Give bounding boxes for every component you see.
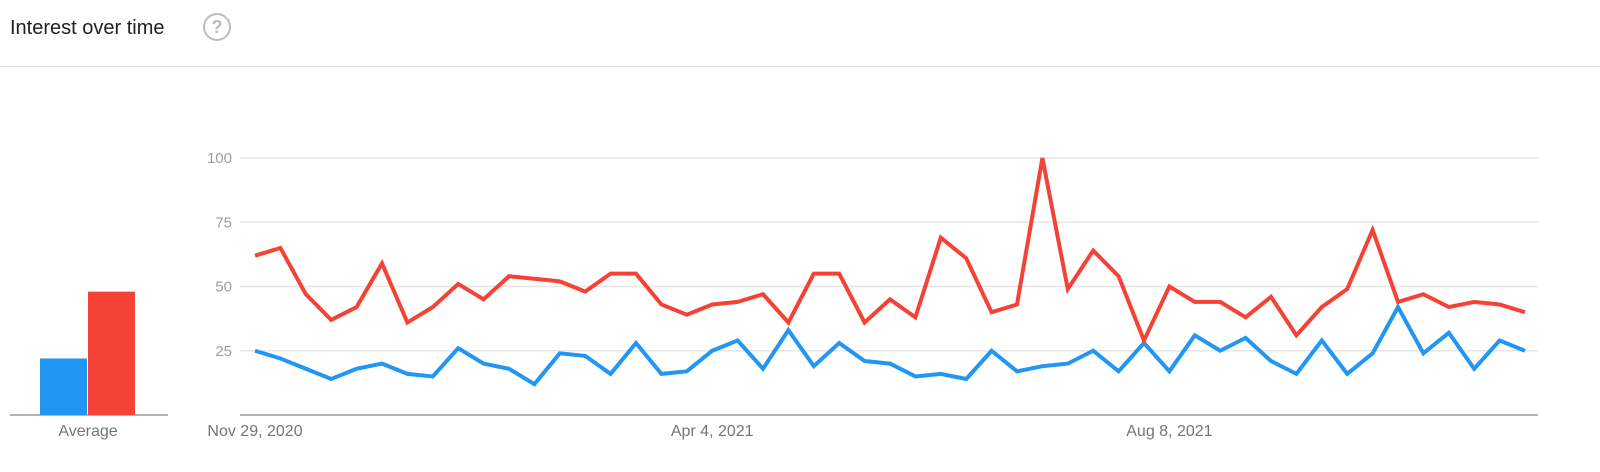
average-label: Average [58,423,117,440]
chart-header: Interest over time ? [0,0,1600,67]
y-tick-label: 25 [215,343,232,360]
series-line-0 [254,302,1526,387]
y-tick-label: 75 [215,214,232,231]
y-tick-label: 50 [215,279,232,296]
x-tick-label: Apr 4, 2021 [671,423,754,440]
series-line-1 [254,157,1526,346]
x-tick-label: Aug 8, 2021 [1126,423,1212,440]
x-tick-label: Nov 29, 2020 [207,423,302,440]
average-bar-0 [40,358,87,415]
average-bar-1 [88,291,135,415]
question-circle-icon[interactable]: ? [203,13,231,41]
chart-title: Interest over time [10,17,165,39]
y-tick-label: 100 [207,150,232,167]
